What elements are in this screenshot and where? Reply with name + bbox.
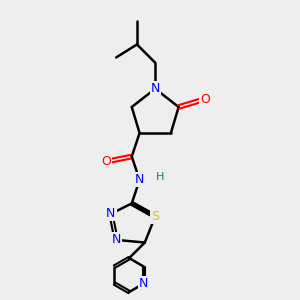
Text: N: N [106,207,116,220]
Text: N: N [139,277,148,290]
Text: N: N [111,233,121,246]
Text: S: S [151,210,159,223]
Text: O: O [101,155,111,168]
Text: O: O [200,93,210,106]
Text: N: N [151,82,160,95]
Text: N: N [135,173,144,187]
Text: H: H [156,172,165,182]
